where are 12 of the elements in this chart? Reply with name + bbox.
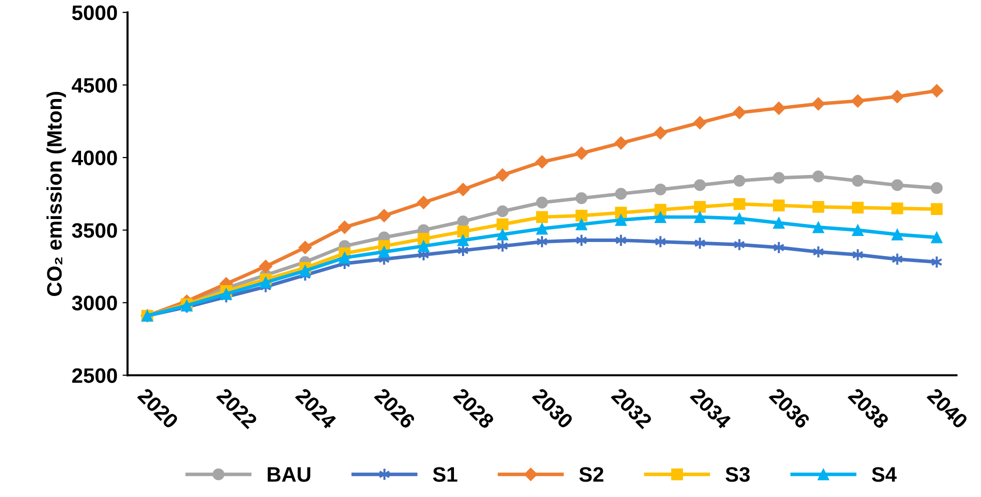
legend-label: BAU	[268, 467, 310, 482]
legend-label: S2	[579, 467, 604, 482]
y-tick-label: 5000	[72, 5, 117, 20]
y-axis-title: CO₂ emission (Mton)	[46, 92, 66, 296]
y-tick-label: 2500	[72, 368, 117, 383]
legend-label: S4	[872, 467, 897, 482]
y-tick-label: 4500	[72, 78, 117, 93]
legend-label: S3	[726, 467, 750, 482]
y-tick-label: 3500	[72, 223, 117, 238]
y-tick-label: 4000	[72, 150, 117, 166]
y-tick-label: 3000	[72, 296, 117, 310]
legend-label: S1	[432, 467, 458, 482]
